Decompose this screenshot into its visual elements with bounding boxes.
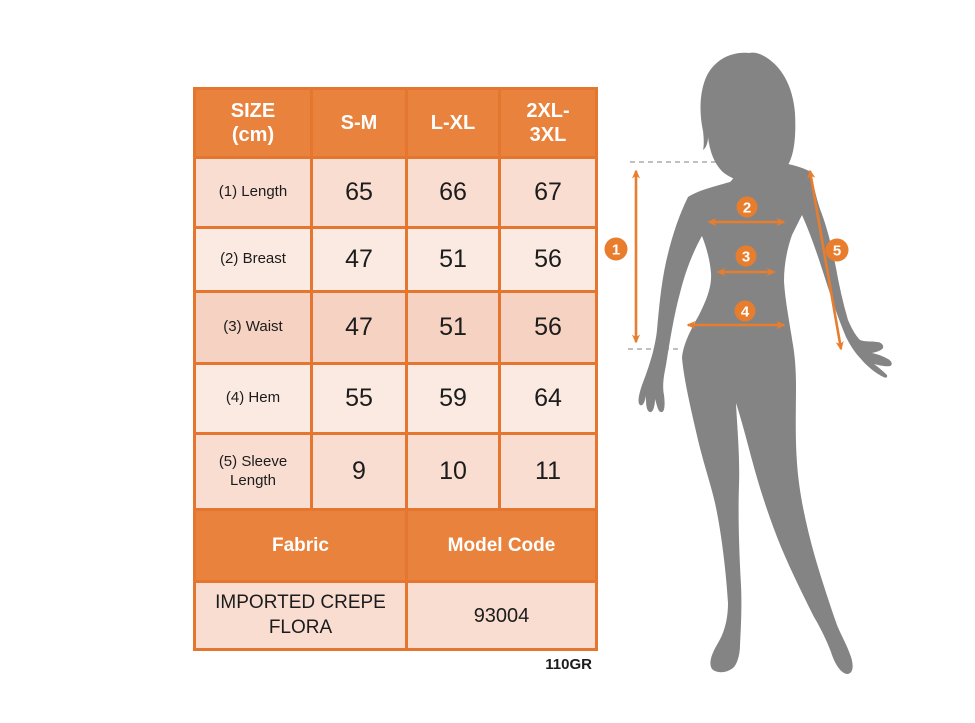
marker-1-number: 1 [612, 242, 620, 259]
table-row-fabric-values: IMPORTED CREPE FLORA 93004 [193, 580, 598, 651]
marker-4-number: 4 [741, 304, 750, 321]
header-size-lxl: L-XL [405, 87, 501, 159]
fabric-value: IMPORTED CREPE FLORA [193, 580, 408, 651]
marker-4: 4 [734, 300, 756, 322]
row-label-hem: (4) Hem [193, 362, 313, 435]
header-2xl-line2: 3XL [529, 124, 567, 146]
table-header-row: SIZE (cm) S-M L-XL 2XL- 3XL [193, 87, 598, 159]
table-row-sleeve-length: (5) Sleeve Length 9 10 11 [193, 432, 598, 511]
marker-3-number: 3 [742, 249, 750, 266]
marker-4-circle [734, 300, 756, 322]
sleeve-lxl-value: 10 [405, 432, 501, 511]
model-code-value: 93004 [405, 580, 598, 651]
table-row-length: (1) Length 65 66 67 [193, 156, 598, 229]
marker-1-circle [604, 237, 628, 261]
length-sm-value: 65 [310, 156, 408, 229]
breast-sm-value: 47 [310, 226, 408, 293]
breast-2xl3xl-value: 56 [498, 226, 598, 293]
table-row-hem: (4) Hem 55 59 64 [193, 362, 598, 435]
table-row-waist: (3) Waist 47 51 56 [193, 290, 598, 365]
breast-lxl-value: 51 [405, 226, 501, 293]
row-label-length: (1) Length [193, 156, 313, 229]
arrow-sleeve [807, 169, 844, 351]
hem-2xl3xl-value: 64 [498, 362, 598, 435]
row-label-waist: (3) Waist [193, 290, 313, 365]
table-row-fabric-header: Fabric Model Code [193, 508, 598, 583]
row-label-sleeve-length: (5) Sleeve Length [193, 432, 313, 511]
marker-3-circle [735, 245, 757, 267]
row-label-breast: (2) Breast [193, 226, 313, 293]
marker-5: 5 [825, 238, 849, 262]
waist-2xl3xl-value: 56 [498, 290, 598, 365]
silhouette-body [638, 140, 892, 674]
header-size-line2: (cm) [231, 124, 275, 146]
header-size-cm: SIZE (cm) [193, 87, 313, 159]
hem-sm-value: 55 [310, 362, 408, 435]
header-size-sm: S-M [310, 87, 408, 159]
length-lxl-value: 66 [405, 156, 501, 229]
header-size-2xl3xl: 2XL- 3XL [498, 87, 598, 159]
marker-2: 2 [736, 196, 758, 218]
marker-2-circle [736, 196, 758, 218]
size-chart-table: SIZE (cm) S-M L-XL 2XL- 3XL (1) Length 6… [193, 87, 598, 651]
header-size-line1: SIZE [230, 100, 276, 122]
silhouette-head [700, 52, 796, 182]
marker-5-circle [825, 238, 849, 262]
measurement-diagram: 1 2 3 4 5 [604, 52, 892, 674]
model-code-header-label: Model Code [405, 508, 598, 583]
marker-5-number: 5 [833, 243, 841, 260]
sleeve-2xl3xl-value: 11 [498, 432, 598, 511]
waist-sm-value: 47 [310, 290, 408, 365]
fabric-header-label: Fabric [193, 508, 408, 583]
marker-2-number: 2 [743, 200, 751, 217]
sleeve-sm-value: 9 [310, 432, 408, 511]
body-silhouette [638, 52, 892, 674]
length-2xl3xl-value: 67 [498, 156, 598, 229]
header-2xl-line1: 2XL- [526, 100, 570, 122]
waist-lxl-value: 51 [405, 290, 501, 365]
marker-1: 1 [604, 237, 628, 261]
hem-lxl-value: 59 [405, 362, 501, 435]
table-row-breast: (2) Breast 47 51 56 [193, 226, 598, 293]
marker-3: 3 [735, 245, 757, 267]
weight-note: 110GR [545, 656, 592, 673]
